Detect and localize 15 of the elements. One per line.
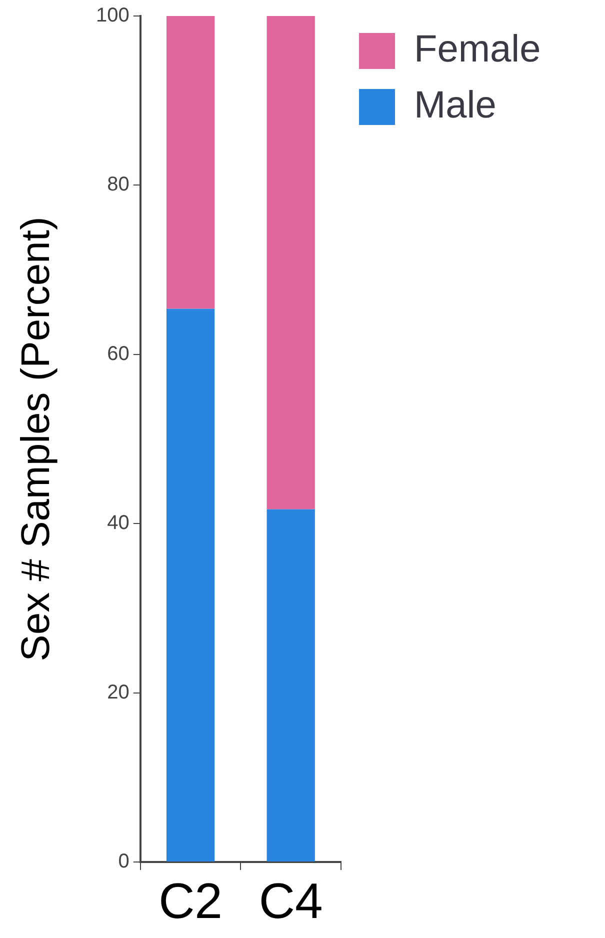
x-tick-label: C2 [158, 872, 222, 929]
legend-label: Male [414, 84, 496, 126]
bar [266, 16, 315, 510]
bar [166, 308, 215, 862]
bar [266, 509, 315, 862]
y-tick-label: 100 [96, 4, 130, 27]
y-tick-label: 80 [107, 174, 130, 196]
x-tick-label: C4 [258, 872, 323, 929]
y-tick-label: 20 [107, 681, 130, 704]
y-tick-label: 0 [118, 850, 130, 873]
y-axis-title: Sex # Samples (Percent) [14, 216, 58, 662]
bar [166, 16, 215, 309]
y-tick-label: 60 [107, 342, 130, 365]
y-tick-label: 40 [107, 512, 130, 534]
legend-label: Female [414, 28, 541, 70]
